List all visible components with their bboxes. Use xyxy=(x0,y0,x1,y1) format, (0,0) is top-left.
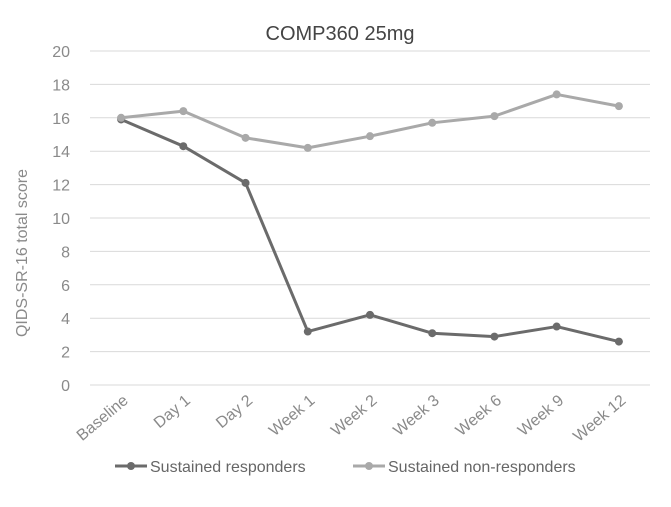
data-point xyxy=(490,332,499,341)
data-point xyxy=(366,310,374,319)
data-point xyxy=(179,142,188,151)
y-tick-label: 6 xyxy=(61,278,70,295)
x-tick-label: Week 3 xyxy=(391,392,443,440)
y-tick-label: 18 xyxy=(52,77,70,94)
data-point xyxy=(614,337,623,346)
y-tick-label: 2 xyxy=(61,345,70,362)
x-tick-labels: Baseline Day 1 Day 2 Week 1 Week 2 Week 3 Week… xyxy=(74,392,630,445)
y-tick-label: 16 xyxy=(52,111,70,128)
y-tick-label: 10 xyxy=(52,211,70,228)
x-tick-label: Baseline xyxy=(74,392,132,445)
x-tick-label: Week 2 xyxy=(328,392,380,440)
y-tick-labels: 0 2 4 6 8 10 12 14 16 18 20 xyxy=(52,44,70,395)
data-point xyxy=(241,133,250,142)
legend-label: Sustained non-responders xyxy=(388,459,576,476)
data-point xyxy=(179,107,188,116)
legend: Sustained responders Sustained non-respon… xyxy=(115,459,576,476)
legend-item: Sustained responders xyxy=(115,459,306,476)
y-tick-label: 0 xyxy=(61,378,70,395)
data-point xyxy=(552,322,561,331)
y-axis-label: QIDS-SR-16 total score xyxy=(14,169,31,337)
series-1 xyxy=(117,115,623,346)
series-line xyxy=(120,118,620,344)
series-2 xyxy=(117,90,623,152)
y-tick-label: 12 xyxy=(52,178,70,195)
x-tick-label: Day 2 xyxy=(213,392,256,432)
legend-marker xyxy=(365,462,373,470)
data-point xyxy=(366,132,374,141)
data-point xyxy=(428,118,437,127)
x-tick-label: Week 6 xyxy=(453,392,505,440)
y-tick-label: 20 xyxy=(52,44,70,61)
data-point xyxy=(241,178,250,187)
x-tick-label: Day 1 xyxy=(151,392,194,432)
data-point xyxy=(552,90,561,99)
data-point xyxy=(117,113,126,122)
x-tick-label: Week 12 xyxy=(570,392,629,445)
series-lines xyxy=(117,90,623,346)
x-tick-label: Week 1 xyxy=(266,392,318,440)
data-point xyxy=(614,102,623,111)
x-tick-label: Week 9 xyxy=(515,392,567,440)
legend-marker xyxy=(127,462,135,470)
data-point xyxy=(490,112,499,121)
y-tick-label: 4 xyxy=(61,311,70,328)
y-tick-label: 14 xyxy=(52,144,70,161)
data-point xyxy=(303,327,312,336)
data-point xyxy=(303,143,312,152)
grid-lines xyxy=(90,50,650,386)
chart-title: COMP360 25mg xyxy=(266,23,415,45)
legend-item: Sustained non-responders xyxy=(353,459,576,476)
legend-label: Sustained responders xyxy=(150,459,306,476)
y-tick-label: 8 xyxy=(61,244,70,261)
data-point xyxy=(428,329,437,338)
